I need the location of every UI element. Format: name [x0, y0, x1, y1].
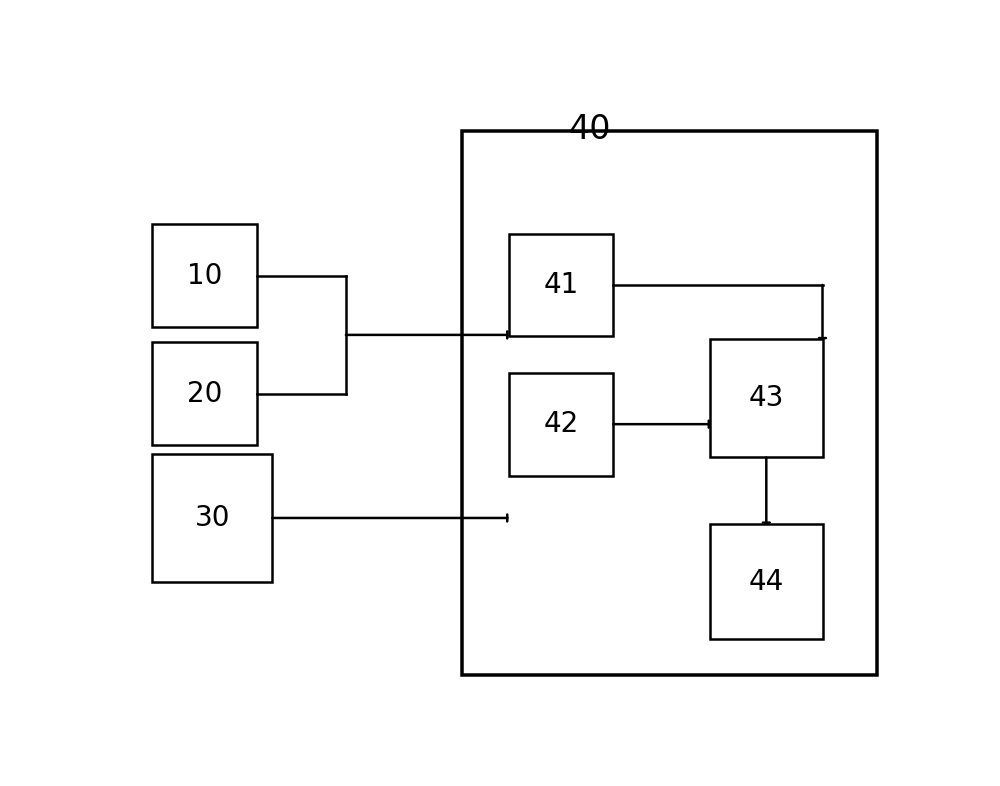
Bar: [462, 130, 877, 675]
Bar: [710, 340, 822, 457]
Text: 40: 40: [569, 112, 611, 145]
Text: 43: 43: [749, 384, 784, 413]
Bar: [509, 373, 613, 476]
Bar: [152, 225, 257, 327]
Text: 41: 41: [543, 271, 579, 299]
Text: 20: 20: [187, 380, 222, 408]
Bar: [710, 524, 822, 639]
Text: 44: 44: [749, 567, 784, 596]
Text: 42: 42: [543, 410, 579, 438]
Text: 10: 10: [187, 262, 222, 290]
Bar: [152, 343, 257, 446]
Text: 30: 30: [194, 504, 230, 532]
Bar: [152, 454, 272, 582]
Bar: [509, 233, 613, 336]
